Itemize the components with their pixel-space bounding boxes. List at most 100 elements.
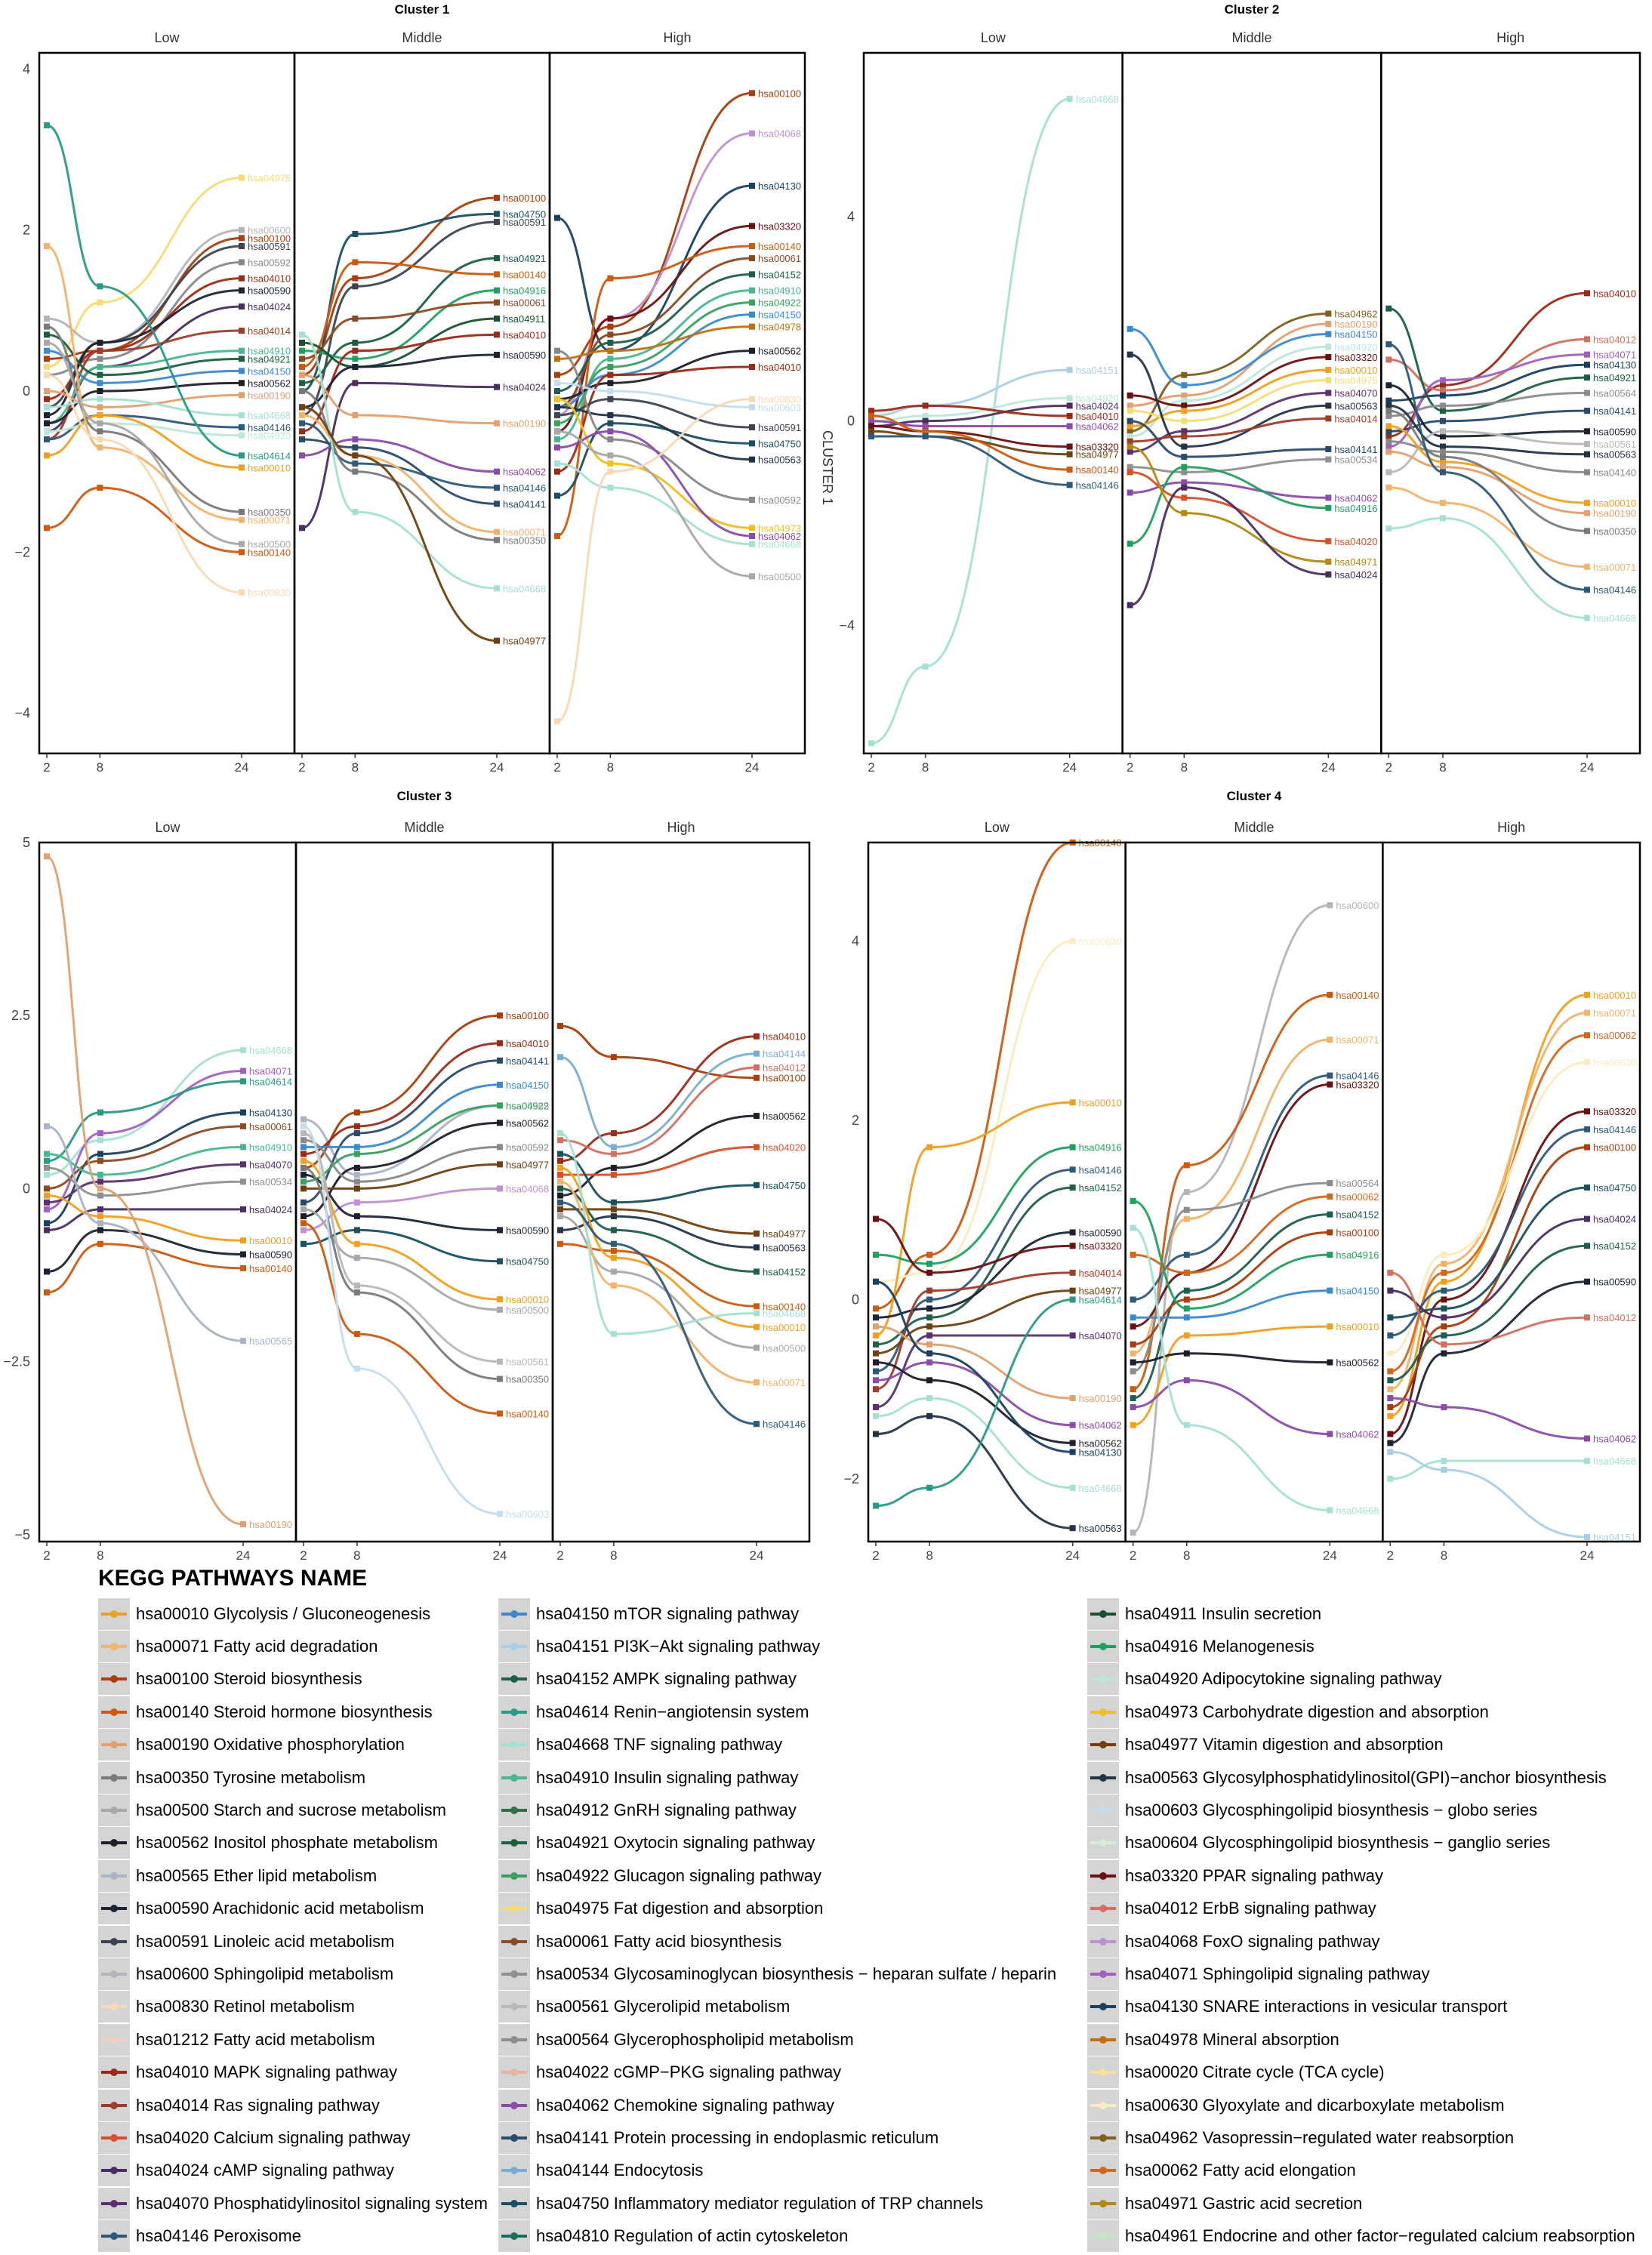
legend-label: hsa00591 Linoleic acid metabolism <box>136 1931 395 1951</box>
y-tick-label: 2 <box>852 1113 859 1128</box>
series-end-label: hsa04130 <box>1079 1446 1122 1458</box>
data-point <box>1385 408 1392 414</box>
series-end-label: hsa04068 <box>758 128 801 140</box>
data-point <box>353 1172 360 1178</box>
data-point <box>1130 1341 1136 1348</box>
data-point <box>44 436 50 442</box>
data-point <box>299 412 305 418</box>
data-point <box>44 525 50 531</box>
data-point <box>97 404 103 411</box>
series-end-label: hsa04062 <box>503 467 546 478</box>
series-end-label: hsa00590 <box>1079 1227 1122 1238</box>
series-line-hsa04070 <box>46 1163 244 1204</box>
data-point <box>239 380 245 387</box>
data-point <box>44 323 50 330</box>
data-point <box>749 541 755 547</box>
data-point <box>1439 464 1446 470</box>
x-tick-label: 24 <box>750 1548 764 1563</box>
data-point <box>922 417 929 424</box>
data-point <box>1584 1058 1590 1065</box>
series-line-hsa00071 <box>301 414 498 534</box>
data-point <box>754 1144 760 1151</box>
data-point <box>873 1252 879 1258</box>
series-end-label: hsa04910 <box>249 1141 292 1153</box>
data-point <box>239 226 245 233</box>
data-point <box>301 1157 307 1164</box>
data-point <box>610 1268 617 1275</box>
legend-label: hsa00534 Glycosaminoglycan biosynthesis … <box>536 1964 1057 1983</box>
data-point <box>610 1172 617 1178</box>
series-line-hsa04141 <box>303 1059 501 1204</box>
data-point <box>1181 484 1188 491</box>
series-line-hsa00010 <box>46 414 242 469</box>
data-point <box>754 1050 760 1057</box>
data-point <box>239 356 245 362</box>
series-end-label: hsa04750 <box>503 208 546 220</box>
data-point <box>1439 417 1446 424</box>
data-point <box>497 1227 503 1234</box>
legend-item: hsa04614 Renin−angiotensin system <box>498 1696 1056 1728</box>
data-point <box>1183 1189 1190 1195</box>
data-point <box>44 122 50 128</box>
data-point <box>868 740 874 747</box>
data-point <box>557 1178 563 1185</box>
data-point <box>922 412 929 419</box>
data-point <box>554 371 560 378</box>
data-point <box>352 356 359 362</box>
data-point <box>1183 1287 1190 1294</box>
data-point <box>497 1185 503 1192</box>
data-point <box>1441 1323 1447 1330</box>
legend-item: hsa04130 SNARE interactions in vesicular… <box>1087 1991 1635 2023</box>
legend-label: hsa00604 Glycosphingolipid biosynthesis … <box>1125 1833 1551 1853</box>
series-line-hsa04010 <box>871 404 1070 417</box>
data-point <box>497 1358 503 1365</box>
data-point <box>1127 464 1133 470</box>
data-point <box>497 1306 503 1313</box>
legend-label: hsa04912 GnRH signaling pathway <box>536 1801 797 1820</box>
data-point <box>497 1040 503 1046</box>
series-end-label: hsa00010 <box>1334 365 1377 376</box>
data-point <box>1181 469 1188 476</box>
legend-item: hsa00020 Citrate cycle (TCA cycle) <box>1087 2056 1635 2089</box>
data-point <box>1069 1287 1076 1294</box>
data-point <box>497 1161 503 1168</box>
data-point <box>610 1255 617 1262</box>
data-point <box>1387 1449 1394 1456</box>
data-point <box>1181 464 1188 470</box>
data-point <box>1385 412 1392 419</box>
data-point <box>353 1109 360 1116</box>
legend-item: hsa04911 Insulin secretion <box>1087 1597 1635 1630</box>
data-point <box>97 436 103 442</box>
data-point <box>1069 938 1076 944</box>
data-point <box>301 1240 307 1247</box>
data-point <box>554 492 560 499</box>
cluster-title: Cluster 2 <box>1225 2 1280 17</box>
legend-column: hsa04911 Insulin secretion hsa04916 Melan… <box>1087 1597 1635 2253</box>
data-point <box>1127 448 1133 455</box>
data-point <box>1385 433 1392 440</box>
data-point <box>301 1172 307 1178</box>
series-line-hsa04971 <box>1130 445 1329 563</box>
facet-frame <box>1382 841 1641 1543</box>
data-point <box>926 1350 933 1357</box>
data-point <box>1127 541 1133 547</box>
data-point <box>754 1113 760 1120</box>
data-point <box>97 340 103 346</box>
data-point <box>301 1164 307 1171</box>
data-point <box>97 444 103 451</box>
y-tick-label: −4 <box>839 618 855 633</box>
legend-item: hsa00062 Fatty acid elongation <box>1087 2155 1635 2187</box>
data-point <box>494 299 500 306</box>
data-point <box>1130 1314 1136 1321</box>
legend-item: hsa04961 Endocrine and other factor−regu… <box>1087 2220 1635 2253</box>
data-point <box>353 1227 360 1234</box>
legend-key <box>498 1893 530 1925</box>
legend-key <box>1087 1925 1119 1958</box>
y-tick-label: 0 <box>847 414 855 429</box>
series-end-label: hsa00140 <box>248 547 291 558</box>
data-point <box>353 1365 360 1372</box>
series-end-label: hsa04014 <box>1079 1268 1122 1279</box>
series-line-hsa04012 <box>559 1066 757 1156</box>
series-line-hsa00563 <box>556 405 753 461</box>
legend-label: hsa00563 Glycosylphosphatidylinositol(GP… <box>1125 1767 1607 1787</box>
